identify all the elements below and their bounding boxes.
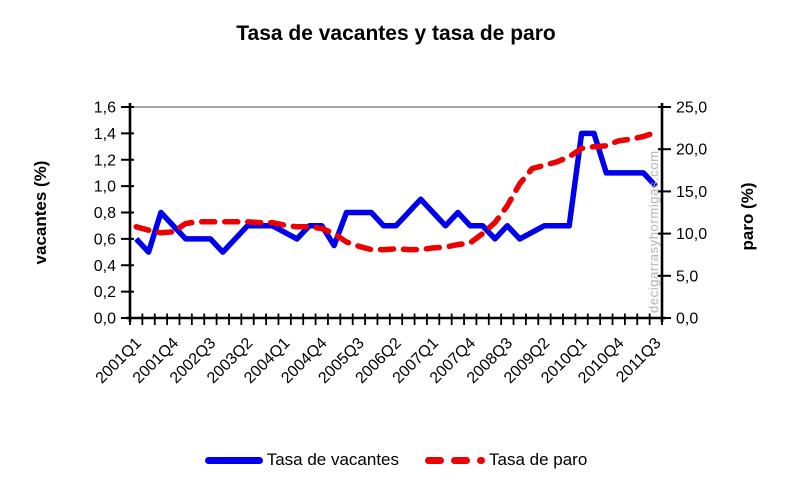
svg-text:0,8: 0,8 [94,205,116,222]
svg-text:0,6: 0,6 [94,231,116,248]
right-axis-ticks: 0,0 5,0 10,0 15,0 20,0 25,0 [658,100,707,328]
svg-text:0,2: 0,2 [94,284,116,301]
svg-text:1,6: 1,6 [94,100,116,117]
svg-text:15,0: 15,0 [676,184,707,201]
svg-text:25,0: 25,0 [676,100,707,117]
right-axis-title: paro (%) [738,183,757,251]
legend-label-vacantes: Tasa de vacantes [266,450,399,469]
svg-text:5,0: 5,0 [676,268,698,285]
x-axis-ticks [129,313,663,325]
svg-text:20,0: 20,0 [676,142,707,159]
watermark: decigarrasyhormigas.com [646,150,661,313]
series-line-paro [133,129,659,253]
chart-title: Tasa de vacantes y tasa de paro [236,22,556,45]
x-axis-labels: 2001Q12001Q42002Q32003Q22004Q12004Q42005… [93,335,665,387]
left-axis-ticks: 0,0 0,2 0,4 0,6 0,8 1,0 1,2 1,4 1,6 [94,100,134,328]
legend-swatch-paro-icon [425,456,485,464]
svg-text:0,0: 0,0 [94,311,116,328]
svg-text:1,4: 1,4 [94,126,116,143]
legend-swatch-vacantes-icon [204,456,263,464]
legend-item-vacantes: Tasa de vacantes [204,450,399,470]
svg-text:0,0: 0,0 [676,311,698,328]
svg-text:1,2: 1,2 [94,152,116,169]
svg-text:10,0: 10,0 [676,226,707,243]
svg-text:1,0: 1,0 [94,179,116,196]
legend: Tasa de vacantes Tasa de paro [0,450,792,470]
svg-text:0,4: 0,4 [94,258,116,275]
legend-item-paro: Tasa de paro [425,450,587,470]
series-line-vacantes [134,130,658,255]
left-axis-title: vacantes (%) [31,161,50,265]
legend-label-paro: Tasa de paro [489,450,588,469]
